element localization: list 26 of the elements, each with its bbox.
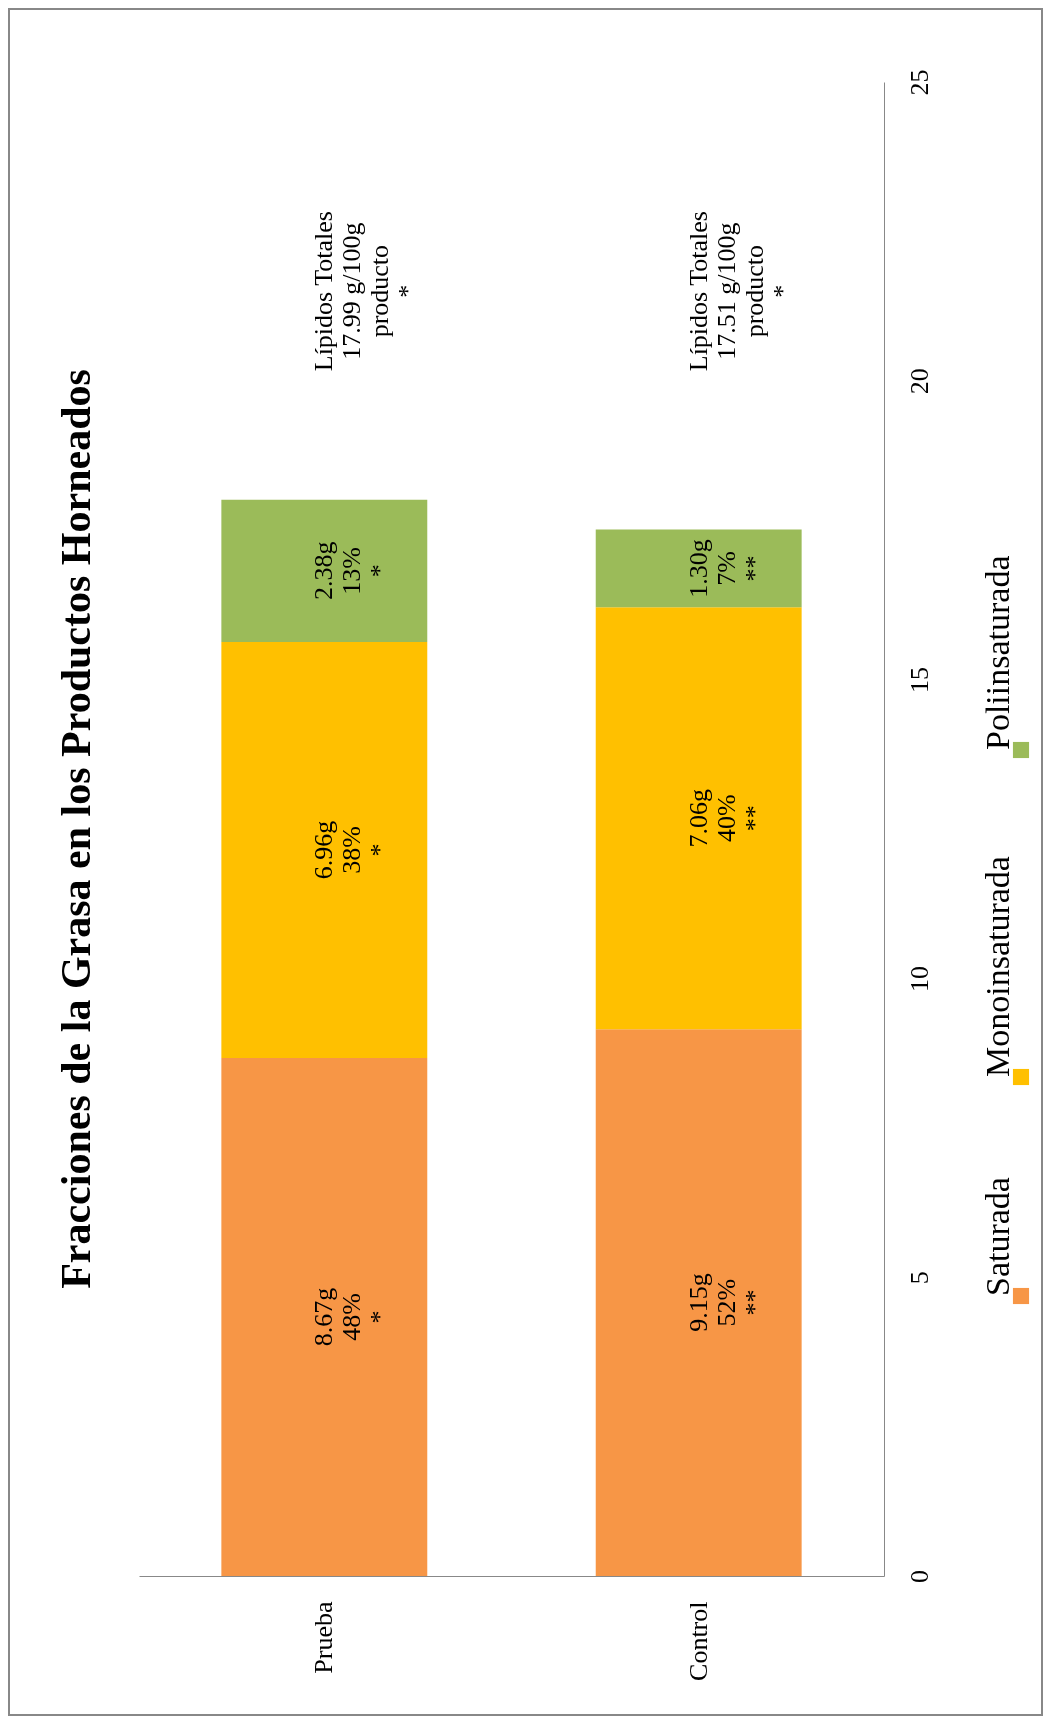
data-label: 2.38g 13% * [309,541,395,601]
bar [221,499,428,642]
data-label: 7.06g 40% ** [683,788,769,848]
text: Poliinsaturada [979,555,1016,750]
data-label: 9.15g 52% ** [683,1273,769,1332]
text: Saturada [979,1177,1016,1296]
data-label: 6.96g 38% * [309,820,395,880]
bar [595,1029,802,1576]
y-tick-label: 10 [904,965,934,992]
text: Fracciones de la Grasa en los Productos Horneados [53,369,99,1289]
bar [595,607,802,1030]
y-tick-label: 0 [904,1570,934,1583]
y-tick-label: 25 [904,69,934,96]
annotation: Lípidos Totales 17.51 g/100g producto * [683,211,797,372]
x-tick-label: Control [683,1601,713,1681]
bar [595,529,802,608]
text: Monoinsaturada [979,856,1016,1077]
data-label: 1.30g 7% ** [683,539,769,598]
y-tick-label: 20 [904,368,934,395]
data-label: 8.67g 48% * [309,1287,395,1347]
bar [221,641,428,1058]
x-tick-label: Prueba [309,1601,339,1674]
y-tick-label: 5 [904,1271,934,1285]
y-tick-label: 15 [904,667,934,694]
bar [221,1057,428,1576]
annotation: Lípidos Totales 17.99 g/100g producto * [309,211,423,372]
